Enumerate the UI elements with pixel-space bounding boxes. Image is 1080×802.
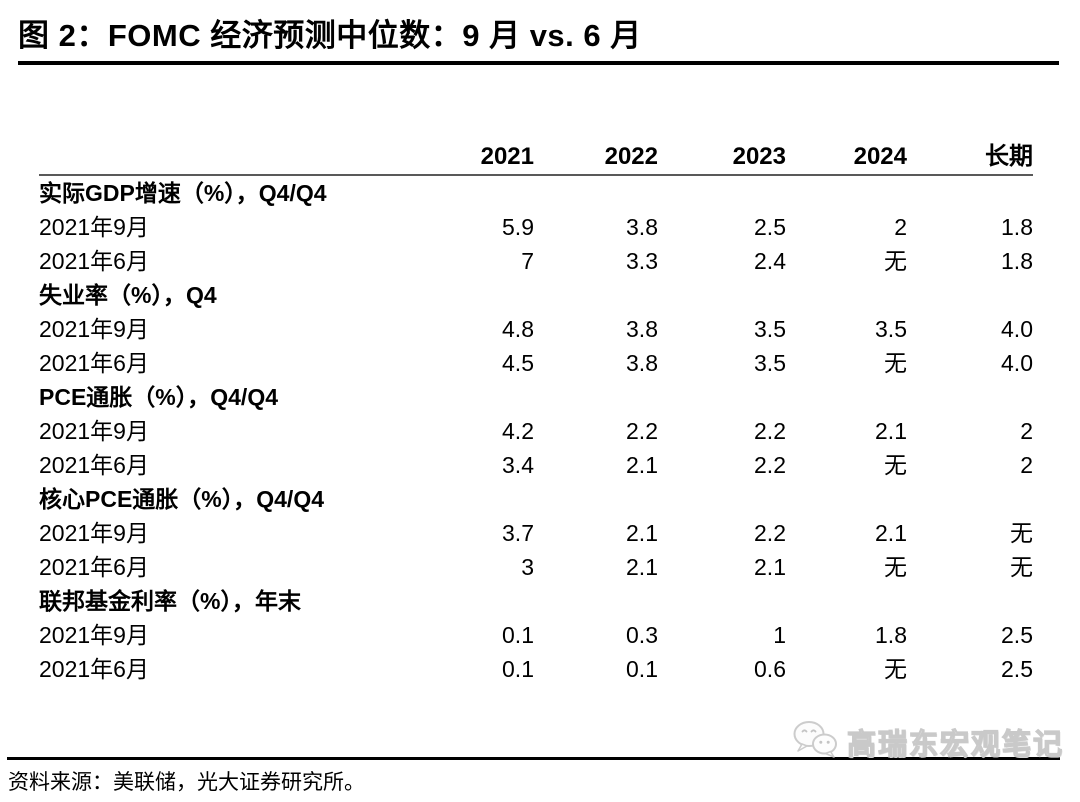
cell-value: 3 [521, 554, 534, 580]
cell-value: 无 [884, 656, 907, 682]
cell-value: 2.2 [754, 452, 786, 478]
col-header-empty [39, 138, 409, 176]
cell-value: 2 [894, 214, 907, 240]
cell-value: 0.6 [754, 656, 786, 682]
cell-value: 2.2 [626, 418, 658, 444]
cell-value: 1 [773, 622, 786, 648]
cell-value: 2 [1020, 418, 1033, 444]
section-header-label: 联邦基金利率（%），年末 [39, 588, 301, 614]
table-row: 2021年9月 5.9 3.8 2.5 2 1.8 [39, 210, 1033, 244]
row-label: 2021年9月 [39, 214, 149, 240]
cell-value: 2.1 [875, 520, 907, 546]
row-label: 2021年6月 [39, 452, 149, 478]
cell-value: 4.2 [502, 418, 534, 444]
section-header-label: PCE通胀（%），Q4/Q4 [39, 384, 278, 410]
cell-value: 1.8 [875, 622, 907, 648]
col-header-2022: 2022 [534, 138, 658, 176]
row-label: 2021年6月 [39, 656, 149, 682]
wechat-icon [792, 719, 840, 764]
watermark-text: 高瑞东宏观笔记 [846, 728, 1064, 761]
cell-value: 3.5 [754, 350, 786, 376]
cell-value: 2.5 [754, 214, 786, 240]
row-label: 2021年6月 [39, 554, 149, 580]
cell-value: 无 [884, 248, 907, 274]
cell-value: 2.1 [754, 554, 786, 580]
table-header-row: 2021 2022 2023 2024 长期 [39, 138, 1033, 176]
section-header-core-pce: 核心PCE通胀（%），Q4/Q4 [39, 482, 1033, 516]
cell-value: 1.8 [1001, 248, 1033, 274]
title-divider [18, 61, 1059, 65]
section-header-label: 失业率（%），Q4 [39, 282, 217, 308]
cell-value: 0.1 [502, 656, 534, 682]
section-header-pce: PCE通胀（%），Q4/Q4 [39, 380, 1033, 414]
table-row: 2021年6月 7 3.3 2.4 无 1.8 [39, 244, 1033, 278]
source-note: 资料来源：美联储，光大证券研究所。 [8, 771, 365, 794]
cell-value: 2.1 [626, 554, 658, 580]
table-row: 2021年6月 0.1 0.1 0.6 无 2.5 [39, 652, 1033, 686]
cell-value: 无 [884, 350, 907, 376]
table-row: 2021年6月 3 2.1 2.1 无 无 [39, 550, 1033, 584]
cell-value: 3.3 [626, 248, 658, 274]
cell-value: 无 [884, 554, 907, 580]
cell-value: 2 [1020, 452, 1033, 478]
cell-value: 3.8 [626, 350, 658, 376]
cell-value: 2.5 [1001, 622, 1033, 648]
cell-value: 0.1 [626, 656, 658, 682]
cell-value: 4.0 [1001, 350, 1033, 376]
cell-value: 1.8 [1001, 214, 1033, 240]
row-label: 2021年6月 [39, 248, 149, 274]
cell-value: 7 [521, 248, 534, 274]
cell-value: 0.3 [626, 622, 658, 648]
cell-value: 2.1 [626, 452, 658, 478]
cell-value: 4.5 [502, 350, 534, 376]
table-row: 2021年6月 4.5 3.8 3.5 无 4.0 [39, 346, 1033, 380]
cell-value: 2.4 [754, 248, 786, 274]
col-header-longrun: 长期 [907, 138, 1033, 176]
cell-value: 5.9 [502, 214, 534, 240]
table-row: 2021年9月 0.1 0.3 1 1.8 2.5 [39, 618, 1033, 652]
cell-value: 3.7 [502, 520, 534, 546]
cell-value: 2.1 [875, 418, 907, 444]
cell-value: 无 [1010, 520, 1033, 546]
cell-value: 3.5 [754, 316, 786, 342]
table-row: 2021年9月 4.8 3.8 3.5 3.5 4.0 [39, 312, 1033, 346]
cell-value: 3.5 [875, 316, 907, 342]
cell-value: 无 [884, 452, 907, 478]
cell-value: 3.4 [502, 452, 534, 478]
cell-value: 3.8 [626, 214, 658, 240]
table-row: 2021年9月 4.2 2.2 2.2 2.1 2 [39, 414, 1033, 448]
watermark: 高瑞东宏观笔记 [792, 719, 1064, 764]
figure-title: 图 2：FOMC 经济预测中位数：9 月 vs. 6 月 [18, 18, 642, 53]
col-header-2024: 2024 [786, 138, 907, 176]
col-header-2021: 2021 [409, 138, 534, 176]
col-header-2023: 2023 [658, 138, 786, 176]
row-label: 2021年9月 [39, 316, 149, 342]
cell-value: 3.8 [626, 316, 658, 342]
table-row: 2021年9月 3.7 2.1 2.2 2.1 无 [39, 516, 1033, 550]
footer-divider [7, 757, 1060, 760]
cell-value: 2.5 [1001, 656, 1033, 682]
cell-value: 4.8 [502, 316, 534, 342]
row-label: 2021年9月 [39, 622, 149, 648]
section-header-unemployment: 失业率（%），Q4 [39, 278, 1033, 312]
row-label: 2021年9月 [39, 418, 149, 444]
cell-value: 2.2 [754, 418, 786, 444]
row-label: 2021年6月 [39, 350, 149, 376]
section-header-gdp: 实际GDP增速（%），Q4/Q4 [39, 175, 1033, 210]
section-header-label: 核心PCE通胀（%），Q4/Q4 [39, 486, 324, 512]
cell-value: 4.0 [1001, 316, 1033, 342]
section-header-label: 实际GDP增速（%），Q4/Q4 [39, 180, 327, 206]
cell-value: 0.1 [502, 622, 534, 648]
table-row: 2021年6月 3.4 2.1 2.2 无 2 [39, 448, 1033, 482]
cell-value: 2.1 [626, 520, 658, 546]
fomc-projections-table: 2021 2022 2023 2024 长期 实际GDP增速（%），Q4/Q4 … [39, 138, 1033, 686]
cell-value: 无 [1010, 554, 1033, 580]
row-label: 2021年9月 [39, 520, 149, 546]
section-header-fed-funds: 联邦基金利率（%），年末 [39, 584, 1033, 618]
cell-value: 2.2 [754, 520, 786, 546]
